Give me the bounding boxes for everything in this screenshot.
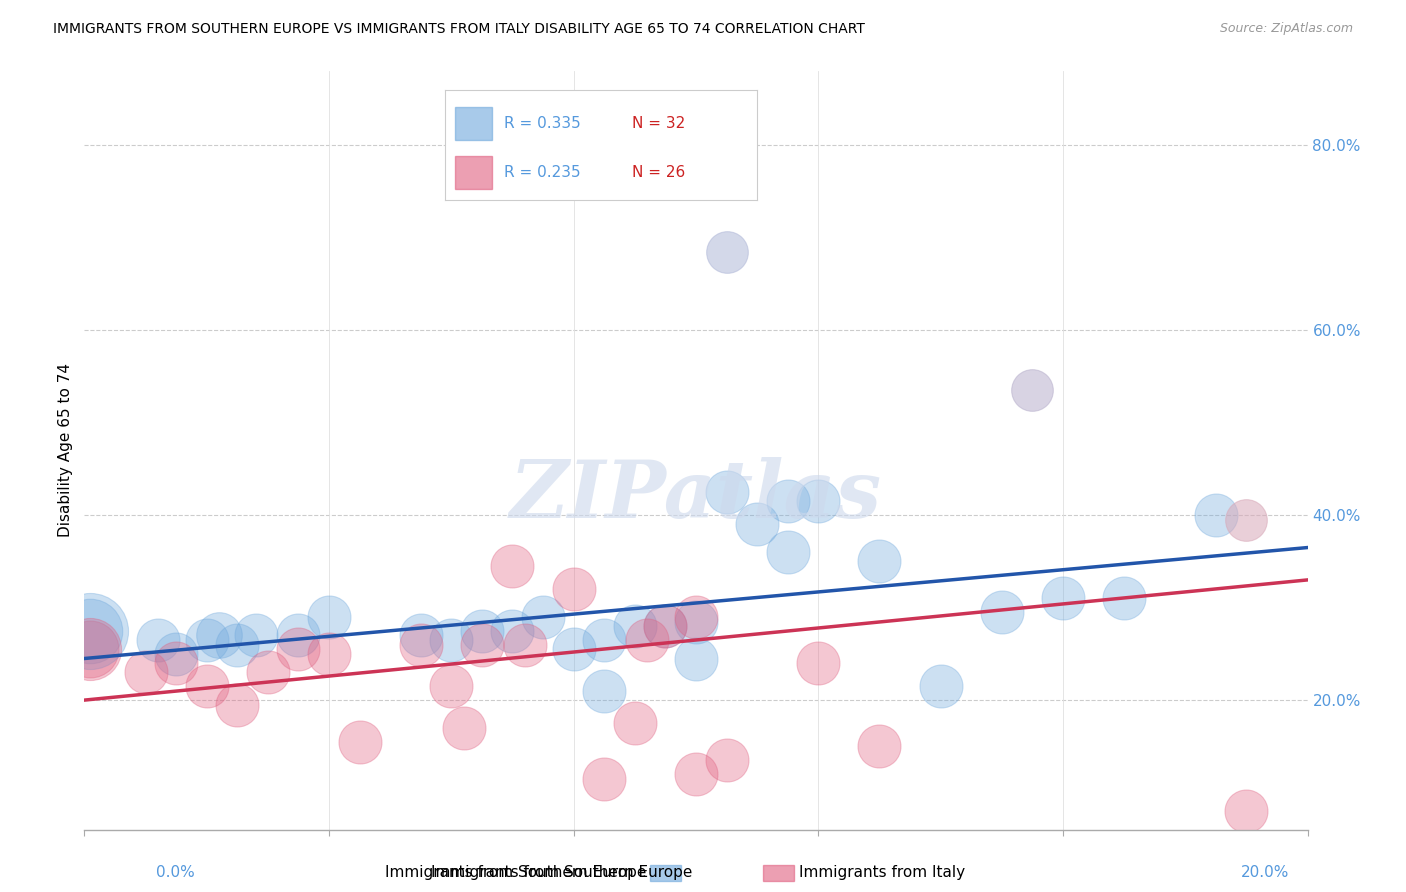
Point xyxy=(471,638,494,652)
Point xyxy=(349,735,371,749)
Point xyxy=(79,624,101,638)
Point xyxy=(624,619,647,633)
Point xyxy=(226,698,249,712)
Text: 0.0%: 0.0% xyxy=(156,865,195,880)
Text: Source: ZipAtlas.com: Source: ZipAtlas.com xyxy=(1219,22,1353,36)
Point xyxy=(287,628,309,642)
Point xyxy=(165,656,187,670)
Point xyxy=(318,647,340,661)
Point xyxy=(513,638,536,652)
Y-axis label: Disability Age 65 to 74: Disability Age 65 to 74 xyxy=(58,363,73,538)
Text: Immigrants from Italy: Immigrants from Italy xyxy=(799,865,966,880)
Point xyxy=(79,642,101,657)
Point xyxy=(869,554,891,568)
Text: Immigrants from Southern Europe: Immigrants from Southern Europe xyxy=(385,865,645,880)
Point xyxy=(502,624,524,638)
Point xyxy=(776,494,799,508)
Point xyxy=(869,739,891,754)
Point xyxy=(531,610,554,624)
Point xyxy=(716,753,738,767)
Point xyxy=(1052,591,1074,606)
Point xyxy=(226,638,249,652)
Point xyxy=(807,494,830,508)
Text: 20.0%: 20.0% xyxy=(1241,865,1289,880)
Point xyxy=(593,684,616,698)
Point xyxy=(716,485,738,500)
Point xyxy=(135,665,157,680)
Point xyxy=(747,517,769,532)
Point xyxy=(1236,513,1258,527)
Point xyxy=(593,772,616,786)
Point xyxy=(593,633,616,648)
Point xyxy=(245,628,267,642)
Point xyxy=(991,605,1014,619)
Point xyxy=(79,624,101,638)
Point xyxy=(440,679,463,693)
Point xyxy=(146,633,169,648)
Point xyxy=(287,642,309,657)
Point xyxy=(195,633,218,648)
Point xyxy=(624,716,647,731)
Point xyxy=(79,642,101,657)
Point xyxy=(1114,591,1136,606)
Point xyxy=(716,244,738,259)
Point xyxy=(1205,508,1227,523)
Point xyxy=(1236,804,1258,818)
Point xyxy=(562,582,585,596)
Point xyxy=(502,559,524,574)
Point xyxy=(685,610,707,624)
Point xyxy=(1021,384,1043,398)
Point xyxy=(471,624,494,638)
Point xyxy=(165,647,187,661)
Point xyxy=(318,610,340,624)
Point xyxy=(685,615,707,629)
Point xyxy=(636,633,658,648)
Point xyxy=(409,628,432,642)
Point xyxy=(208,628,231,642)
Point xyxy=(453,721,475,735)
Point xyxy=(195,679,218,693)
Point xyxy=(685,651,707,665)
Point xyxy=(440,633,463,648)
Point xyxy=(409,638,432,652)
Point xyxy=(257,665,280,680)
Text: ZIPatlas: ZIPatlas xyxy=(510,458,882,534)
Text: IMMIGRANTS FROM SOUTHERN EUROPE VS IMMIGRANTS FROM ITALY DISABILITY AGE 65 TO 74: IMMIGRANTS FROM SOUTHERN EUROPE VS IMMIG… xyxy=(53,22,865,37)
Text: Immigrants from Southern Europe: Immigrants from Southern Europe xyxy=(432,865,692,880)
Point xyxy=(685,767,707,781)
Point xyxy=(929,679,952,693)
Point xyxy=(776,545,799,559)
Point xyxy=(654,619,676,633)
Point xyxy=(807,656,830,670)
Point xyxy=(654,619,676,633)
Point xyxy=(562,642,585,657)
